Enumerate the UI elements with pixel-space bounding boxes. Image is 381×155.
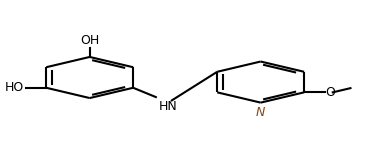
Text: OH: OH [80, 34, 99, 47]
Text: HN: HN [158, 100, 178, 113]
Text: O: O [326, 86, 336, 99]
Text: N: N [256, 106, 265, 119]
Text: HO: HO [5, 81, 24, 94]
